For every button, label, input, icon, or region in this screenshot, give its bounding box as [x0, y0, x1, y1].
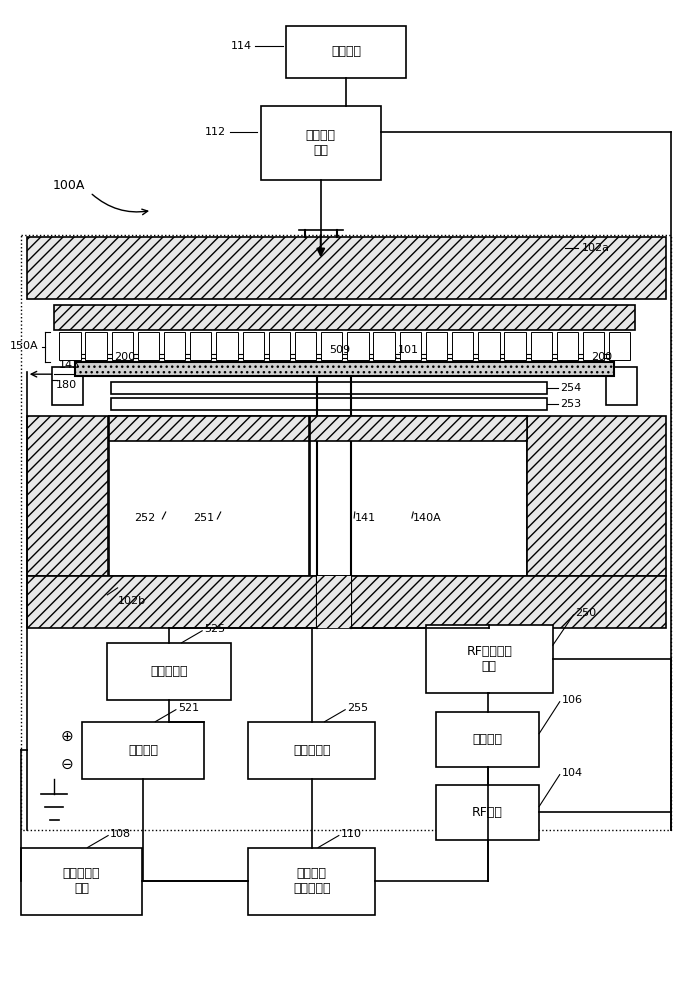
- Text: 141: 141: [355, 513, 376, 523]
- Bar: [111, 398, 547, 410]
- Text: 106: 106: [562, 695, 583, 705]
- Text: 114: 114: [231, 41, 251, 51]
- Bar: [216, 332, 238, 360]
- Text: 低通滤波器: 低通滤波器: [150, 665, 188, 678]
- Bar: [248, 848, 376, 915]
- Text: 加热器电源: 加热器电源: [293, 744, 331, 757]
- Bar: [138, 332, 159, 360]
- Bar: [75, 362, 614, 376]
- Bar: [504, 332, 526, 360]
- Bar: [606, 367, 637, 405]
- Text: 143: 143: [59, 360, 80, 370]
- Text: 254: 254: [559, 383, 581, 393]
- Text: RF方向控制
模块: RF方向控制 模块: [466, 645, 512, 673]
- Bar: [583, 332, 604, 360]
- Text: 101: 101: [398, 345, 419, 355]
- Text: 140A: 140A: [413, 513, 442, 523]
- Bar: [286, 26, 407, 78]
- Bar: [609, 332, 630, 360]
- Bar: [526, 416, 666, 576]
- Text: 255: 255: [347, 703, 369, 713]
- Bar: [426, 332, 447, 360]
- Bar: [400, 332, 421, 360]
- Text: 112: 112: [205, 127, 226, 137]
- Bar: [164, 332, 185, 360]
- Bar: [27, 416, 108, 576]
- Text: RF电源: RF电源: [472, 806, 503, 819]
- Bar: [478, 332, 500, 360]
- Bar: [260, 106, 381, 180]
- Bar: [110, 416, 309, 576]
- Bar: [27, 237, 666, 299]
- Bar: [310, 416, 526, 441]
- Bar: [190, 332, 212, 360]
- Bar: [452, 332, 473, 360]
- Text: 200: 200: [114, 352, 135, 362]
- Text: 102b: 102b: [118, 596, 145, 606]
- Text: ⊖: ⊖: [61, 757, 74, 772]
- Bar: [243, 332, 264, 360]
- Bar: [317, 576, 351, 628]
- Text: 525: 525: [204, 624, 225, 634]
- Bar: [557, 332, 578, 360]
- Text: 工艺气体: 工艺气体: [331, 45, 361, 58]
- Text: 521: 521: [178, 703, 199, 713]
- Bar: [248, 722, 376, 779]
- Text: 104: 104: [562, 768, 583, 778]
- Bar: [111, 382, 547, 394]
- Text: 509: 509: [329, 345, 351, 355]
- Bar: [269, 332, 290, 360]
- Bar: [310, 416, 526, 576]
- Bar: [59, 332, 81, 360]
- Text: 250: 250: [575, 608, 597, 618]
- Text: 102a: 102a: [582, 243, 610, 253]
- Bar: [426, 625, 553, 693]
- Text: 180: 180: [56, 380, 77, 390]
- Text: 150A: 150A: [10, 341, 39, 351]
- Bar: [112, 332, 133, 360]
- Bar: [21, 848, 142, 915]
- Bar: [52, 367, 83, 405]
- Text: 108: 108: [110, 829, 132, 839]
- Bar: [85, 332, 107, 360]
- Text: 110: 110: [341, 829, 362, 839]
- Bar: [27, 576, 666, 628]
- Text: 200: 200: [590, 352, 612, 362]
- Text: 252: 252: [134, 513, 156, 523]
- Text: 直流电源: 直流电源: [128, 744, 158, 757]
- Bar: [295, 332, 316, 360]
- Bar: [321, 332, 342, 360]
- Bar: [54, 305, 635, 330]
- Bar: [436, 785, 539, 840]
- Bar: [107, 643, 231, 700]
- Bar: [531, 332, 552, 360]
- Bar: [373, 332, 395, 360]
- Text: 253: 253: [559, 399, 581, 409]
- Bar: [82, 722, 204, 779]
- Text: 100A: 100A: [52, 179, 85, 192]
- Text: 气体供应
系统: 气体供应 系统: [306, 129, 336, 157]
- Bar: [21, 235, 671, 830]
- Bar: [347, 332, 369, 360]
- Bar: [110, 416, 309, 441]
- Text: ⊕: ⊕: [61, 728, 74, 743]
- Text: 处理输入和
控制: 处理输入和 控制: [63, 867, 100, 895]
- Text: 匹配网络: 匹配网络: [473, 733, 502, 746]
- Bar: [436, 712, 539, 767]
- Text: 控制模块
（控制器）: 控制模块 （控制器）: [293, 867, 331, 895]
- Text: 251: 251: [193, 513, 214, 523]
